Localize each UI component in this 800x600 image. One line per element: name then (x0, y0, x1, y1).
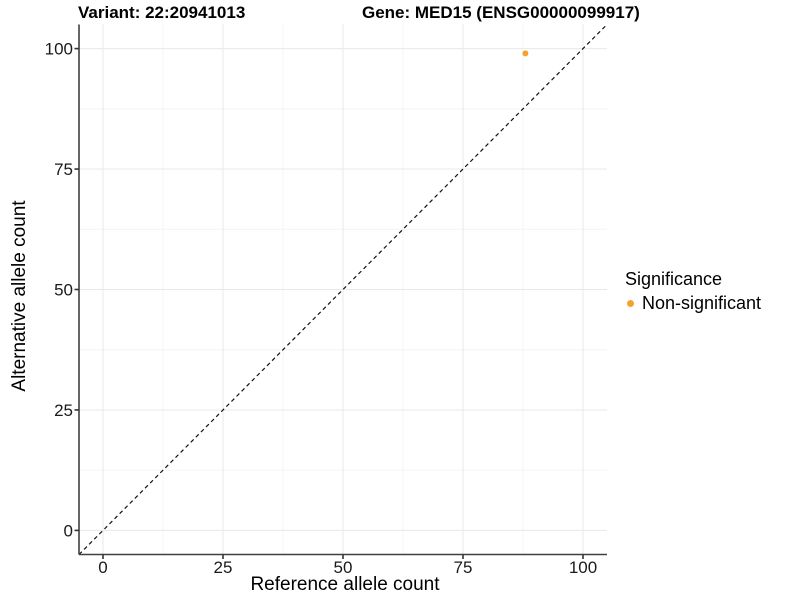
legend-item-label: Non-significant (642, 293, 762, 313)
y-tick-label: 0 (64, 521, 73, 540)
legend-title: Significance (625, 269, 723, 289)
y-axis-title: Alternative allele count (9, 200, 30, 392)
data-point (522, 50, 529, 57)
x-tick-label: 75 (454, 558, 473, 577)
x-axis-title: Reference allele count (250, 574, 440, 595)
x-tick-label: 0 (98, 558, 107, 577)
plot-title-gene: Gene: MED15 (ENSG00000099917) (362, 3, 640, 22)
identity-line (78, 24, 608, 555)
x-tick-label: 100 (569, 558, 597, 577)
y-tick-label: 50 (54, 281, 73, 300)
legend: Significance Non-significant (623, 268, 761, 314)
y-tick-label: 75 (54, 160, 73, 179)
y-tick-label: 25 (54, 401, 73, 420)
x-tick-label: 25 (214, 558, 233, 577)
plot-title-variant: Variant: 22:20941013 (78, 3, 246, 22)
y-tick-label: 100 (45, 40, 73, 59)
legend-key-dot-icon (627, 299, 634, 307)
legend-item: Non-significant (623, 292, 761, 314)
x-tick-label: 50 (334, 558, 353, 577)
